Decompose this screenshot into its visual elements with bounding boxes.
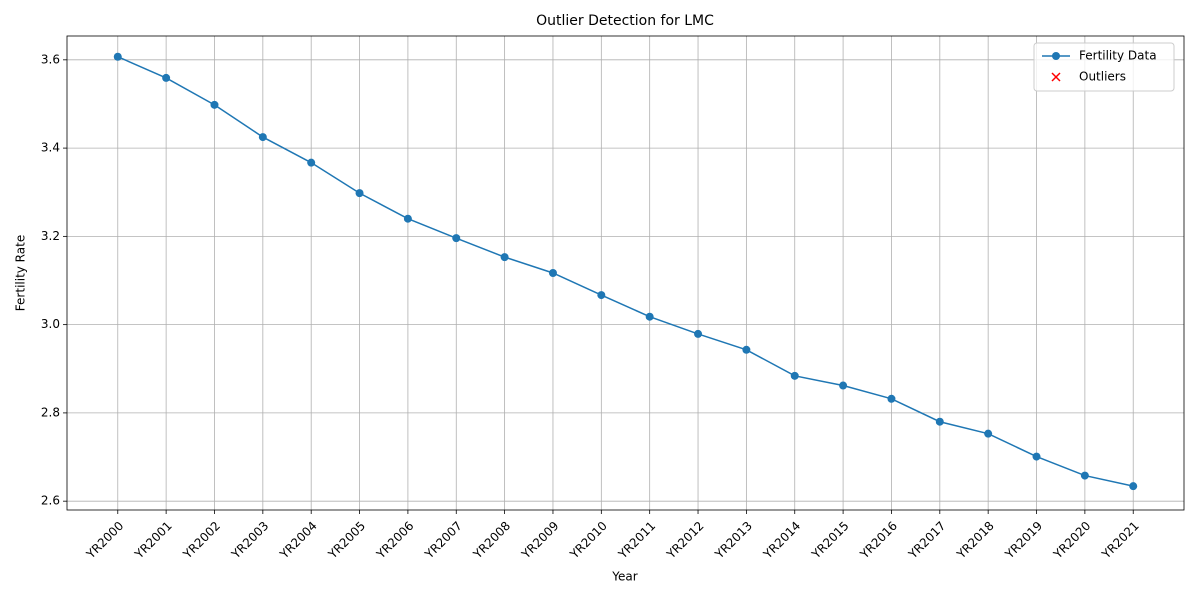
marker xyxy=(403,214,412,223)
plot-frame xyxy=(66,35,1185,511)
x-tick-label: YR2000 xyxy=(83,519,126,562)
marker xyxy=(1052,52,1060,60)
marker xyxy=(548,269,557,277)
marker xyxy=(742,345,751,354)
x-tick-label: YR2014 xyxy=(760,519,803,562)
x-axis-label: Year xyxy=(611,570,637,584)
marker xyxy=(210,100,219,109)
y-axis-label: Fertility Rate xyxy=(14,235,28,311)
x-tick-label: YR2003 xyxy=(228,519,271,562)
x-tick-label: YR2011 xyxy=(615,519,658,562)
y-tick-label: 3.4 xyxy=(41,141,60,155)
grid xyxy=(67,36,1184,510)
marker xyxy=(984,429,993,438)
marker xyxy=(258,133,267,142)
legend-box xyxy=(1033,42,1175,92)
x-tick-label: YR2006 xyxy=(373,519,416,562)
y-tick-label: 2.8 xyxy=(41,405,60,419)
marker xyxy=(887,394,896,403)
x-tick-label: YR2009 xyxy=(518,519,561,562)
legend: Fertility Data Outliers xyxy=(1033,42,1175,92)
marker xyxy=(500,253,509,262)
series-line xyxy=(117,56,1134,487)
x-tick-label: YR2001 xyxy=(131,519,174,562)
chart-title: Outlier Detection for LMC xyxy=(536,13,714,29)
x-tick-label: YR2013 xyxy=(712,519,755,562)
x-tick-label: YR2005 xyxy=(325,519,368,562)
x-tick-label: YR2020 xyxy=(1050,519,1093,562)
y-tick-label: 3.0 xyxy=(41,317,60,331)
marker xyxy=(839,381,848,390)
marker xyxy=(1032,452,1041,461)
x-tick-label: YR2016 xyxy=(857,519,900,562)
marker xyxy=(597,291,606,300)
marker xyxy=(935,417,944,426)
marker xyxy=(1051,72,1061,82)
marker xyxy=(1129,482,1138,491)
x-tick-label: YR2010 xyxy=(567,519,610,562)
x-tick-label: YR2012 xyxy=(663,519,706,562)
x-tick-label: YR2008 xyxy=(470,519,513,562)
marker xyxy=(694,329,703,338)
marker xyxy=(790,371,799,380)
marker xyxy=(355,189,364,198)
y-tick-label: 2.6 xyxy=(41,494,60,508)
y-tick-label: 3.2 xyxy=(41,229,60,243)
x-tick-label: YR2007 xyxy=(422,519,465,562)
marker xyxy=(162,73,171,82)
legend-label: Fertility Data xyxy=(1079,49,1157,63)
marker xyxy=(307,158,316,167)
x-tick-label: YR2019 xyxy=(1002,519,1045,562)
marker xyxy=(113,52,122,61)
y-tick-label: 3.6 xyxy=(41,52,60,66)
marker xyxy=(1080,471,1089,480)
x-tick-label: YR2021 xyxy=(1099,519,1142,562)
x-tick-label: YR2017 xyxy=(905,519,948,562)
x-tick-label: YR2015 xyxy=(808,519,851,562)
marker xyxy=(452,234,461,243)
marker xyxy=(645,312,654,321)
x-tick-label: YR2004 xyxy=(277,519,320,562)
x-tick-label: YR2018 xyxy=(953,519,996,562)
legend-label: Outliers xyxy=(1079,70,1126,84)
x-tick-label: YR2002 xyxy=(180,519,223,562)
marker-x xyxy=(1051,72,1061,82)
